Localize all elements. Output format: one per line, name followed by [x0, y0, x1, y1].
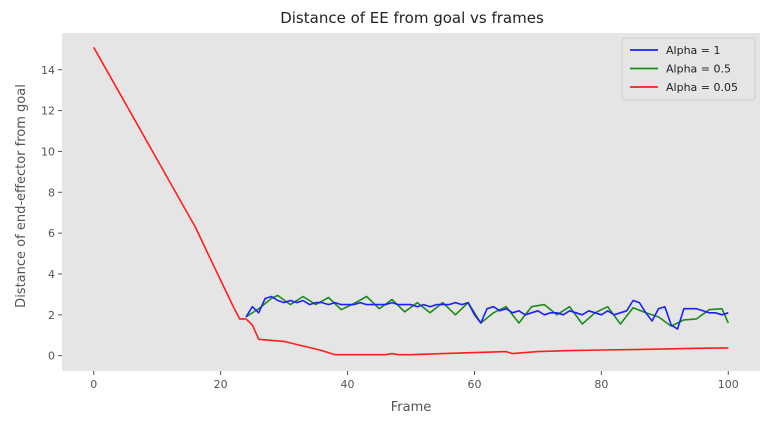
- legend-label: Alpha = 0.5: [666, 63, 731, 76]
- series-lines: [93, 46, 730, 356]
- y-tick-label: 4: [48, 268, 55, 281]
- y-tick-label: 12: [41, 105, 55, 118]
- series-line-1: [245, 294, 730, 327]
- chart-title: Distance of EE from goal vs frames: [280, 9, 544, 27]
- axis-ticks: 0 20 40 60 80 100 0 2 4 6 8 10 12 14: [41, 64, 739, 391]
- series-line-2: [93, 46, 729, 356]
- x-tick-label: 20: [214, 378, 228, 391]
- x-tick-label: 40: [341, 378, 355, 391]
- y-tick-label: 2: [48, 309, 55, 322]
- x-tick-label: 0: [90, 378, 97, 391]
- y-tick-label: 8: [48, 186, 55, 199]
- legend: Alpha = 1 Alpha = 0.5 Alpha = 0.05: [621, 37, 756, 101]
- x-axis-label: Frame: [391, 400, 432, 415]
- legend-label: Alpha = 1: [666, 44, 720, 57]
- x-tick-label: 80: [594, 378, 608, 391]
- legend-box: [621, 37, 756, 101]
- series-line-0: [245, 295, 729, 330]
- y-tick-label: 6: [48, 227, 55, 240]
- x-tick-label: 100: [718, 378, 739, 391]
- y-axis-label: Distance of end-effector from goal: [14, 84, 29, 308]
- y-tick-label: 0: [48, 350, 55, 363]
- x-tick-label: 60: [467, 378, 481, 391]
- y-tick-label: 14: [41, 64, 55, 77]
- y-tick-label: 10: [41, 145, 55, 158]
- legend-label: Alpha = 0.05: [666, 81, 738, 94]
